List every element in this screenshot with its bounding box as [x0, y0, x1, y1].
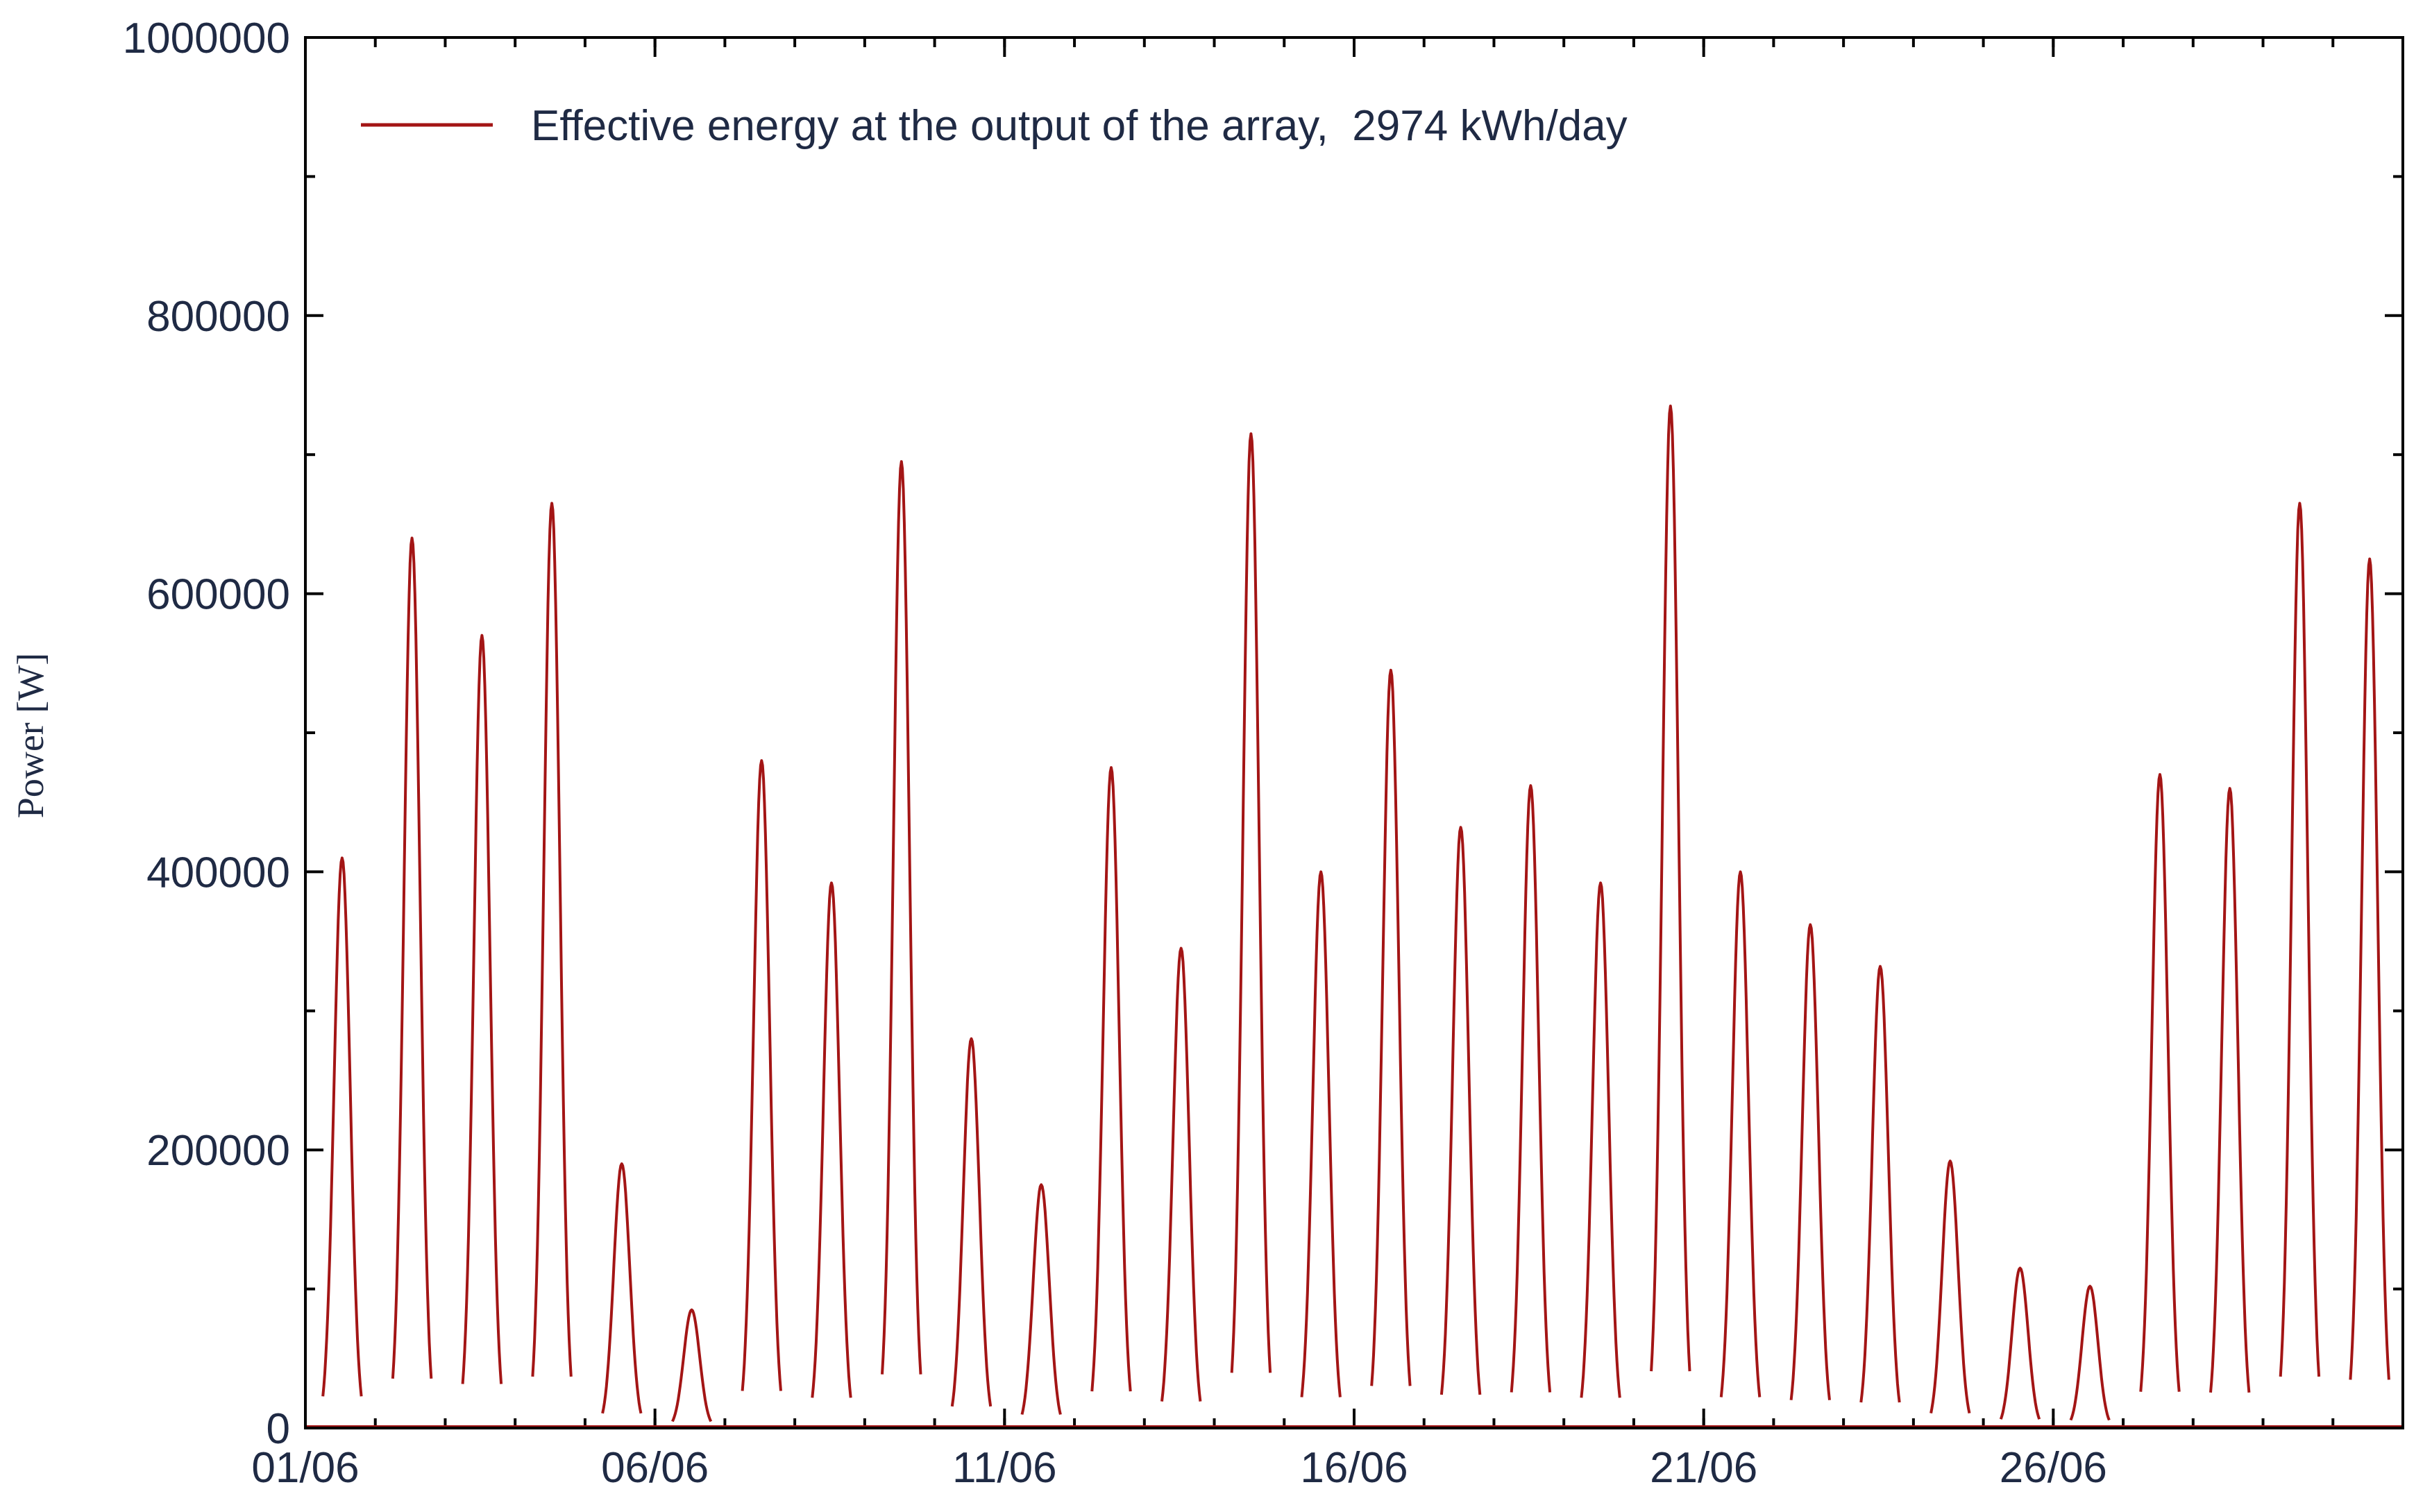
x-tick-label: 01/06	[251, 1444, 359, 1492]
day-curve	[2139, 773, 2181, 1392]
legend-label: Effective energy at the output of the ar…	[531, 102, 1628, 150]
day-curve	[601, 1162, 643, 1414]
tick-labels: 0 200000 400000 600000 800000 1000000 01/06 06/…	[123, 15, 2107, 1492]
day-curve	[1929, 1160, 1971, 1413]
legend: Effective energy at the output of the ar…	[361, 102, 1628, 150]
day-curve	[321, 856, 363, 1397]
y-tick-label: 200000	[146, 1127, 290, 1175]
day-curve	[1999, 1266, 2041, 1420]
day-curve	[671, 1308, 713, 1422]
y-tick-label: 600000	[146, 571, 290, 619]
plot-frame	[304, 36, 2404, 1429]
y-tick-label: 0	[267, 1405, 290, 1453]
day-curve	[531, 502, 573, 1377]
day-curve	[1580, 881, 1621, 1398]
day-curve	[461, 634, 503, 1384]
day-curve	[881, 460, 922, 1375]
day-curve	[1090, 766, 1132, 1392]
x-tick-label: 26/06	[2000, 1444, 2107, 1492]
day-curve	[1650, 405, 1691, 1372]
day-curve	[1510, 784, 1552, 1393]
day-curve	[741, 759, 782, 1391]
series-layer	[305, 405, 2403, 1428]
day-curve	[1719, 870, 1762, 1398]
day-curve	[2209, 787, 2251, 1393]
day-curve	[1859, 965, 1901, 1403]
day-curve	[950, 1037, 993, 1407]
day-curve	[1160, 946, 1202, 1402]
day-curve	[811, 881, 852, 1398]
series-line	[305, 405, 2403, 1428]
y-tick-label: 800000	[146, 293, 290, 341]
x-tick-label: 06/06	[601, 1444, 709, 1492]
day-curve	[1230, 432, 1272, 1373]
day-curve	[1300, 870, 1342, 1398]
day-curve	[1370, 668, 1412, 1386]
y-tick-label: 1000000	[123, 15, 290, 62]
day-curve	[1439, 826, 1482, 1395]
x-tick-label: 11/06	[952, 1444, 1057, 1492]
day-curve	[1789, 923, 1831, 1400]
day-curve	[2349, 557, 2390, 1380]
day-curve	[391, 536, 433, 1379]
day-curve	[2069, 1284, 2111, 1421]
day-curve	[1020, 1183, 1062, 1415]
x-tick-label: 21/06	[1650, 1444, 1757, 1492]
y-axis-label: Power [W]	[10, 653, 51, 818]
day-curve	[2279, 502, 2321, 1377]
y-tick-label: 400000	[146, 849, 290, 897]
x-tick-label: 16/06	[1300, 1444, 1408, 1492]
